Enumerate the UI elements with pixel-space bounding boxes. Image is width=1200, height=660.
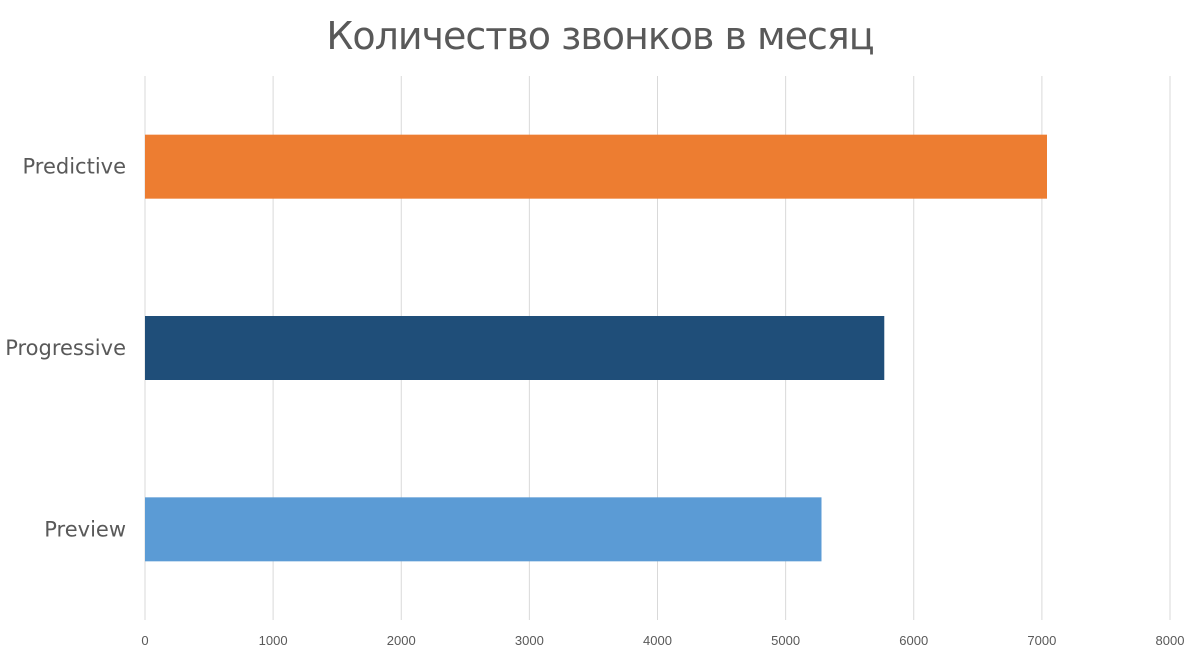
x-tick-label: 1000	[259, 633, 288, 648]
x-tick-label: 0	[141, 633, 148, 648]
x-tick-label: 5000	[771, 633, 800, 648]
bar-progressive	[145, 316, 885, 380]
x-tick-label: 2000	[387, 633, 416, 648]
category-labels: Predictive Progressive Preview	[5, 155, 126, 542]
x-tick-label: 8000	[1156, 633, 1185, 648]
x-tick-label: 7000	[1027, 633, 1056, 648]
category-label-predictive: Predictive	[22, 155, 126, 179]
chart-title: Количество звонков в месяц	[326, 14, 874, 58]
bar-predictive	[145, 134, 1047, 199]
bars	[145, 134, 1047, 562]
category-label-progressive: Progressive	[5, 336, 126, 360]
x-tick-label: 4000	[643, 633, 672, 648]
x-axis-tick-labels: 0 1000 2000 3000 4000 5000 6000 7000 8000	[141, 633, 1184, 648]
x-tick-label: 3000	[515, 633, 544, 648]
bar-preview	[145, 497, 822, 562]
x-tick-label: 6000	[899, 633, 928, 648]
category-label-preview: Preview	[44, 517, 126, 541]
